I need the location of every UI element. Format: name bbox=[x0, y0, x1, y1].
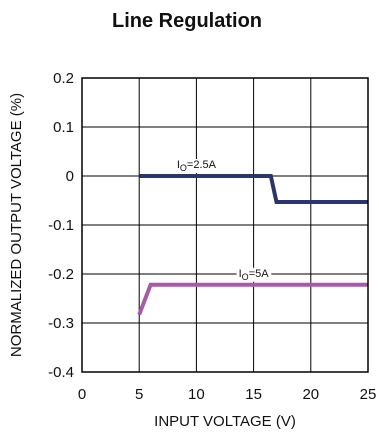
x-tick-label: 25 bbox=[360, 386, 377, 403]
series-layer bbox=[137, 174, 368, 316]
x-tick-label: 0 bbox=[78, 386, 86, 403]
y-tick-label: -0.1 bbox=[48, 217, 74, 234]
y-tick-label: 0 bbox=[66, 168, 74, 185]
x-tick-label: 5 bbox=[135, 386, 143, 403]
series-label-1: IO=2.5A bbox=[177, 159, 217, 173]
y-tick-labels: 0.2 0.1 0 -0.1 -0.2 -0.3 -0.4 bbox=[48, 70, 74, 381]
grid bbox=[81, 77, 369, 373]
y-axis-label: NORMALIZED OUTPUT VOLTAGE (%) bbox=[8, 93, 25, 357]
x-tick-label: 15 bbox=[245, 386, 262, 403]
y-tick-label: -0.4 bbox=[48, 364, 74, 381]
series-label-bg bbox=[236, 267, 272, 282]
y-tick-label: -0.3 bbox=[48, 315, 74, 332]
y-tick-label: 0.1 bbox=[53, 119, 74, 136]
series-line-2 bbox=[137, 282, 368, 316]
x-tick-labels: 0 5 10 15 20 25 bbox=[78, 386, 377, 403]
x-tick-label: 10 bbox=[188, 386, 205, 403]
series-line-1 bbox=[139, 174, 368, 204]
y-tick-label: -0.2 bbox=[48, 266, 74, 283]
x-axis-label: INPUT VOLTAGE (V) bbox=[154, 413, 296, 430]
x-tick-label: 20 bbox=[302, 386, 319, 403]
series-label-2: IO=5A bbox=[239, 268, 270, 282]
chart-title: Line Regulation bbox=[112, 10, 262, 32]
plot-area-frame bbox=[81, 77, 369, 373]
series-labels: IO=2.5A IO=5A bbox=[174, 159, 272, 282]
y-tick-label: 0.2 bbox=[53, 70, 74, 87]
series-label-bg bbox=[174, 159, 219, 173]
